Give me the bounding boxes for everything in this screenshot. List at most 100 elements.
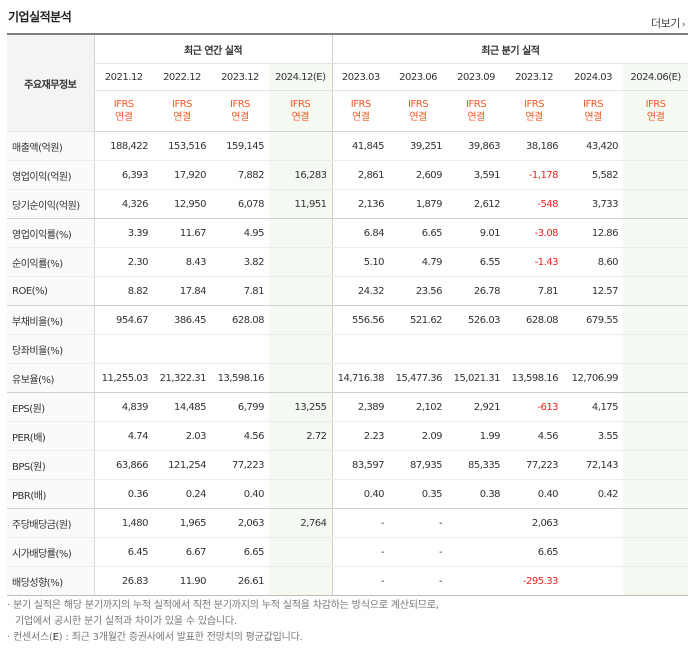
table-cell: 3.39 [94,218,153,248]
period-header: 2023.06 [389,63,448,91]
table-row: EPS(원) 4,839 14,485 6,799 13,255 2,389 2,102 2,… [7,392,689,422]
table-cell: 0.36 [94,479,153,509]
table-cell: 4,839 [94,392,153,422]
table-cell [447,334,506,364]
table-cell [563,508,624,538]
table-cell [269,305,333,335]
ifrs-standard: IFRS [583,99,604,110]
ifrs-standard: IFRS [172,99,193,110]
table-cell: 12,950 [153,189,211,219]
table-cell: 2.03 [153,421,211,451]
table-cell: 12.57 [563,276,624,306]
table-cell: 954.67 [94,305,153,335]
table-cell: 5,582 [563,160,624,190]
table-cell [563,537,624,567]
ifrs-standard: IFRS [466,99,487,110]
table-cell [269,537,333,567]
table-cell: 8.82 [94,276,153,306]
table-cell: 1,965 [153,508,211,538]
section-title: 기업실적분석 [8,10,72,24]
table-cell [623,566,689,596]
table-cell: 11,951 [269,189,333,219]
consolidation-type: 연결 [352,112,370,123]
table-cell: 3.55 [563,421,624,451]
table-cell: -548 [505,189,564,219]
consolidation-type: 연결 [467,112,485,123]
table-cell: 2,063 [211,508,269,538]
row-label: ROE(%) [7,276,95,306]
group-annual-header: 최근 연간 실적 [94,33,333,64]
table-cell: 0.40 [331,479,390,509]
table-cell: 2,764 [269,508,333,538]
table-cell: 0.42 [563,479,624,509]
row-header-label: 주요재무정보 [7,33,95,132]
table-cell [447,508,506,538]
period-header: 2024.06(E) [623,63,689,91]
ifrs-label: IFRS 연결 [563,90,624,132]
consolidation-type: 연결 [173,112,191,123]
row-label: PER(배) [7,421,95,451]
table-cell: 1,879 [389,189,448,219]
table-cell: 39,863 [447,131,506,161]
ifrs-standard: IFRS [408,99,429,110]
more-label: 더보기 [651,17,680,30]
table-cell: 7,882 [211,160,269,190]
table-cell: 6.84 [331,218,390,248]
table-cell [269,566,333,596]
table-cell: -295.33 [505,566,564,596]
table-cell: 679.55 [563,305,624,335]
table-cell: 5.10 [331,247,390,277]
period-header: 2024.03 [563,63,624,91]
table-cell: 6,078 [211,189,269,219]
period-header: 2023.12 [505,63,564,91]
ifrs-label: IFRS 연결 [389,90,448,132]
table-cell: 12.86 [563,218,624,248]
table-cell: 6.65 [505,537,564,567]
table-row: 부채비율(%) 954.67 386.45 628.08 556.56 521.62 526… [7,305,689,335]
table-cell: 43,420 [563,131,624,161]
table-cell: 15,477.36 [389,363,448,393]
table-cell: 72,143 [563,450,624,480]
table-cell: 11,255.03 [94,363,153,393]
table-cell [623,392,689,422]
ifrs-standard: IFRS [350,99,371,110]
table-cell: 6.65 [211,537,269,567]
table-cell: 2,102 [389,392,448,422]
footnote-2: · 컨센서스(E) : 최근 3개월간 증권사에서 발표한 전망치의 평균값입니… [7,632,303,643]
more-link[interactable]: 더보기 › [651,15,686,31]
consolidation-type: 연결 [525,112,543,123]
table-cell [211,334,269,364]
table-cell: 2,612 [447,189,506,219]
table-cell [623,160,689,190]
table-cell: 14,716.38 [331,363,390,393]
table-cell: -1.43 [505,247,564,277]
ifrs-label: IFRS 연결 [94,90,153,132]
table-cell: 4,326 [94,189,153,219]
table-cell: 3.82 [211,247,269,277]
period-header: 2023.09 [447,63,506,91]
table-cell: 3,733 [563,189,624,219]
table-cell: 8.43 [153,247,211,277]
table-cell: - [331,566,390,596]
table-cell: 24.32 [331,276,390,306]
table-cell: 0.35 [389,479,448,509]
table-cell: 6,393 [94,160,153,190]
table-cell [505,334,564,364]
table-cell: 2.72 [269,421,333,451]
period-header: 2023.12 [211,63,269,91]
consolidation-type: 연결 [291,112,310,123]
table-cell: 41,845 [331,131,390,161]
table-cell: 3,591 [447,160,506,190]
table-cell: 526.03 [447,305,506,335]
table-cell: 11.67 [153,218,211,248]
period-header: 2024.12(E) [269,63,333,91]
row-label: 영업이익(억원) [7,160,95,190]
table-cell [269,131,333,161]
ifrs-label: IFRS 연결 [623,90,689,132]
table-cell: 2,861 [331,160,390,190]
financial-summary-table: 주요재무정보 최근 연간 실적 최근 분기 실적 2021.12 2022.12 2… [7,33,689,596]
table-cell [623,537,689,567]
table-cell: 16,283 [269,160,333,190]
table-row: 주당배당금(원) 1,480 1,965 2,063 2,764- -2,063 [7,508,689,538]
table-cell: 85,335 [447,450,506,480]
